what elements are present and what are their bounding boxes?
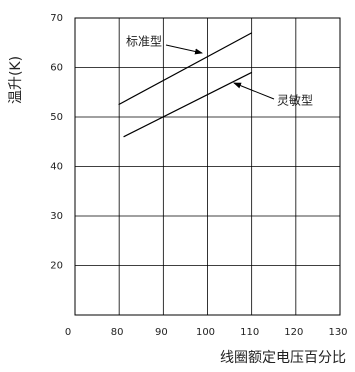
- annotation: 灵敏型: [277, 93, 313, 108]
- annotation-arrow: [165, 44, 203, 55]
- y-tick-label: 30: [50, 211, 63, 222]
- y-tick-label: 40: [50, 162, 63, 173]
- y-tick-label: 50: [50, 112, 63, 123]
- y-axis-label: 温升(K): [8, 56, 24, 104]
- line: [118, 32, 252, 106]
- x-tick-label: 90: [155, 327, 168, 338]
- x-axis-label: 线圈额定电压百分比: [220, 350, 346, 366]
- annotation-arrow: [233, 82, 275, 100]
- x-tick-label: 120: [284, 327, 303, 338]
- x-tick-label: 110: [240, 327, 259, 338]
- x-tick-label: 130: [328, 327, 347, 338]
- y-tick-label: 60: [50, 63, 63, 74]
- y-tick-label: 70: [50, 13, 63, 24]
- x-tick-label: 0: [65, 327, 71, 338]
- x-tick-label: 80: [111, 327, 124, 338]
- annotation: 标准型: [126, 35, 162, 49]
- line: [123, 71, 252, 138]
- x-tick-label: 100: [196, 327, 215, 338]
- y-tick-label: 20: [50, 261, 63, 272]
